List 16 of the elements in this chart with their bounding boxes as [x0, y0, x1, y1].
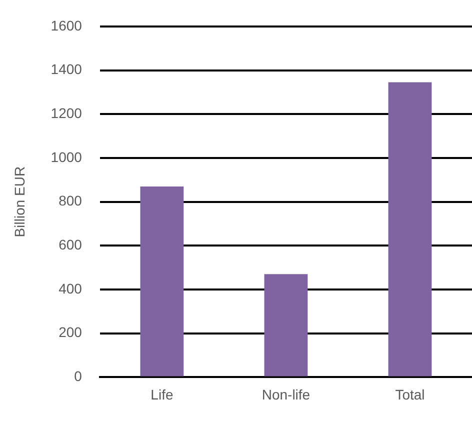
- y-axis-title: Billion EUR: [11, 166, 28, 238]
- bar: [264, 274, 308, 376]
- bar: [140, 186, 184, 376]
- x-tick-label: Life: [150, 386, 174, 402]
- y-tick-label: 0: [74, 368, 82, 384]
- y-tick-label: 1400: [50, 61, 82, 78]
- x-tick-label: Non-life: [262, 386, 310, 402]
- y-tick-label: 200: [58, 324, 82, 340]
- y-tick-label: 400: [58, 280, 82, 296]
- y-tick-label: 800: [58, 192, 82, 209]
- y-tick-label: 600: [58, 236, 82, 253]
- bar: [388, 82, 432, 376]
- y-tick-label: 1600: [50, 17, 82, 34]
- x-tick-label: Total: [395, 386, 425, 402]
- y-tick-label: 1000: [50, 148, 82, 165]
- y-tick-label: 1200: [50, 104, 82, 121]
